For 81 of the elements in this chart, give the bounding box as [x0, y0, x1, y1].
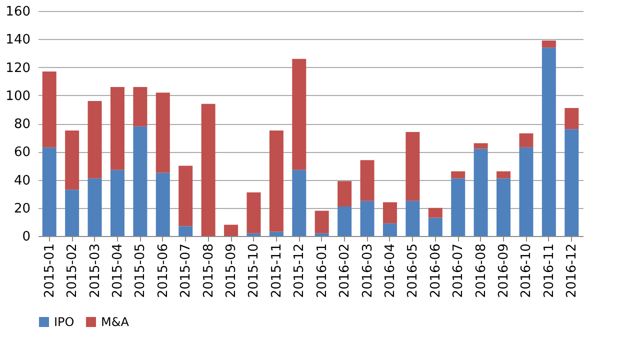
x-tick-label: 2016-11	[542, 244, 557, 298]
x-tick-label: 2016-04	[382, 244, 398, 298]
x-tick-label: 2016-09	[496, 244, 512, 298]
bar	[292, 170, 306, 236]
x-tick-label: 2016-08	[474, 244, 489, 298]
bar	[156, 172, 170, 236]
bar	[42, 71, 56, 148]
y-tick-label: 80	[14, 117, 30, 132]
bar	[564, 129, 579, 236]
x-tick-label: 2015-10	[246, 244, 262, 298]
x-tick-label: 2015-05	[133, 244, 148, 298]
x-tick-label: 2015-04	[110, 244, 126, 298]
bar	[178, 166, 193, 226]
bar	[451, 171, 466, 178]
bar	[178, 226, 193, 236]
y-tick-label: 20	[14, 201, 30, 216]
bar	[156, 92, 170, 173]
bar	[269, 232, 284, 236]
y-tick-label: 40	[14, 173, 30, 188]
bar	[338, 206, 352, 236]
bar	[519, 133, 534, 148]
x-tick-label: 2015-01	[42, 244, 58, 298]
x-tick-label: 2015-08	[201, 244, 216, 298]
x-tick-label: 2015-03	[88, 244, 103, 298]
y-tick-label: 100	[6, 88, 30, 104]
x-tick-label: 2016-06	[428, 244, 444, 298]
x-tick-label: 2016-10	[519, 244, 534, 298]
x-tick-label: 2015-02	[65, 244, 80, 298]
bar	[496, 178, 511, 236]
x-tick-label: 2015-12	[292, 244, 308, 298]
x-tick-label: 2016-03	[360, 244, 376, 298]
x-tick-label: 2016-07	[451, 244, 466, 298]
bar	[564, 108, 579, 130]
y-tick-label: 120	[6, 60, 30, 76]
bar	[474, 143, 488, 149]
bar	[519, 147, 534, 236]
bar	[246, 233, 261, 236]
bar	[133, 126, 148, 236]
bar	[382, 202, 397, 224]
y-tick-label: 140	[6, 32, 30, 48]
bar	[406, 132, 420, 201]
bar	[314, 210, 329, 234]
bar	[201, 104, 216, 236]
bar	[65, 130, 80, 190]
bar	[65, 190, 80, 236]
bar	[360, 200, 374, 236]
x-tick-label: 2015-07	[178, 244, 194, 298]
x-tick-label: 2016-02	[338, 244, 353, 298]
bar	[110, 170, 124, 236]
bar	[88, 178, 102, 236]
x-tick-label: 2015-11	[269, 244, 284, 298]
bar	[133, 86, 148, 126]
bar	[542, 48, 556, 236]
y-tick-label: 0	[22, 230, 30, 244]
bar	[451, 178, 466, 236]
x-tick-label: 2015-09	[224, 244, 240, 298]
bar	[428, 218, 442, 236]
bar	[382, 223, 397, 236]
bar	[88, 101, 102, 178]
bar	[110, 86, 124, 170]
legend-label: IPO	[54, 315, 74, 329]
x-tick-label: 2016-12	[564, 244, 580, 298]
y-tick-label: 60	[14, 145, 30, 160]
bar	[224, 224, 238, 236]
bar	[474, 148, 488, 236]
x-tick-label: 2016-01	[314, 244, 330, 298]
bar	[292, 58, 306, 170]
bar	[246, 192, 261, 234]
bar	[42, 147, 56, 236]
x-tick-label: 2016-05	[406, 244, 421, 298]
bar	[496, 171, 511, 178]
bar	[360, 160, 374, 201]
legend-label: M&A	[101, 315, 130, 329]
bar	[269, 130, 284, 232]
x-tick-label: 2015-06	[156, 244, 171, 298]
y-tick-label: 160	[6, 4, 30, 20]
bar	[314, 233, 329, 236]
bar	[542, 40, 556, 48]
bar	[406, 200, 420, 236]
bar	[428, 208, 442, 218]
bar	[338, 181, 352, 206]
